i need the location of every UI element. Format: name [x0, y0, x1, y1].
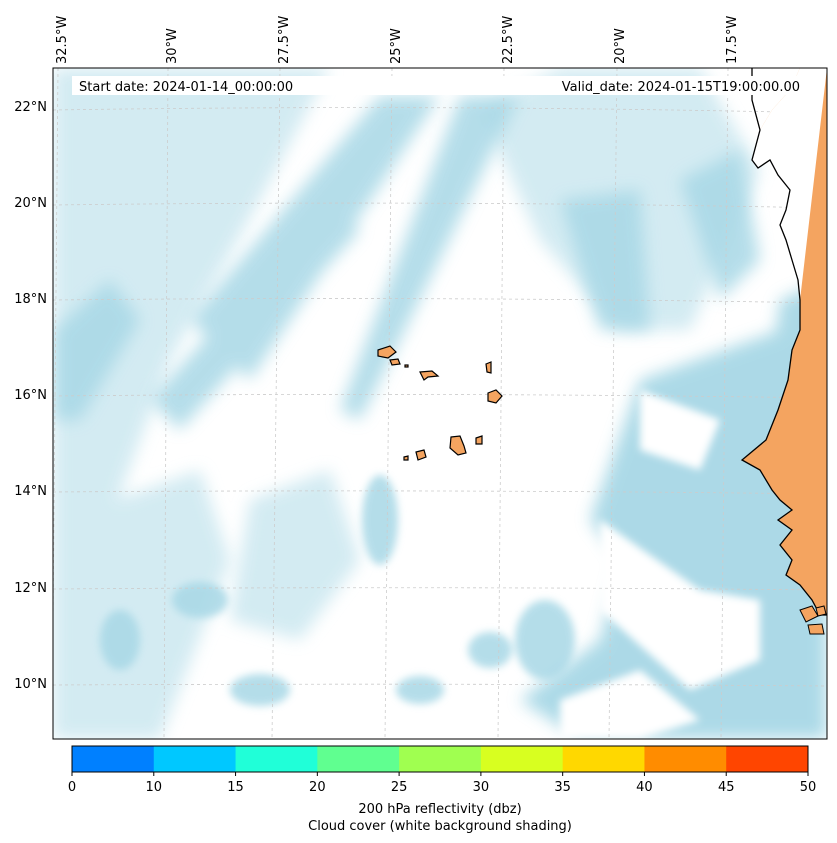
- date-banner: [72, 76, 808, 95]
- colorbar-tick-label: 25: [391, 780, 408, 795]
- colorbar-tick-label: 0: [68, 780, 76, 795]
- colorbar-segment: [644, 746, 727, 772]
- island: [389, 358, 401, 366]
- cape-verde-islands: [377, 345, 503, 461]
- lat-label: 18°N: [14, 292, 47, 307]
- island: [377, 345, 397, 359]
- island: [475, 435, 483, 445]
- island: [487, 389, 503, 404]
- colorbar-segment: [726, 746, 809, 772]
- colorbar-tick-label: 40: [636, 780, 653, 795]
- colorbar-tick-label: 30: [473, 780, 490, 795]
- lat-label: 10°N: [14, 677, 47, 692]
- lon-label: 17.5°W: [725, 16, 740, 64]
- lon-label: 32.5°W: [55, 16, 70, 64]
- colorbar-frame: [71, 745, 809, 773]
- colorbar-tick-label: 10: [146, 780, 163, 795]
- lat-label: 14°N: [14, 484, 47, 499]
- colorbar-tick-label: 50: [800, 780, 817, 795]
- lat-label: 20°N: [14, 196, 47, 211]
- colorbar-tick-label: 45: [718, 780, 735, 795]
- colorbar-label-line1: 200 hPa reflectivity (dbz): [358, 802, 521, 817]
- colorbar-segment: [399, 746, 482, 772]
- coastline: [740, 68, 827, 616]
- start-date-label: Start date: 2024-01-14_00:00:00: [79, 80, 293, 95]
- map-frame: [52, 67, 828, 740]
- lon-label: 30°W: [165, 28, 180, 64]
- colorbar-segment: [562, 746, 645, 772]
- valid-date-label: Valid_date: 2024-01-15T19:00:00.00: [562, 80, 800, 95]
- latitude-labels: 22°N 20°N 18°N 16°N 14°N 12°N 10°N: [14, 100, 47, 692]
- cloud-cover-shading: [53, 68, 827, 739]
- colorbar-segment: [480, 746, 564, 772]
- africa-landmass: [740, 68, 827, 635]
- lat-label: 12°N: [14, 581, 47, 596]
- lon-label: 25°W: [389, 28, 404, 64]
- lat-label: 22°N: [14, 100, 47, 115]
- island: [404, 364, 409, 368]
- lon-label: 22.5°W: [501, 16, 516, 64]
- colorbar-tick-label: 20: [309, 780, 326, 795]
- graticule: [53, 68, 827, 739]
- colorbar-tick-label: 35: [554, 780, 571, 795]
- colorbar-segment: [235, 746, 318, 772]
- island: [419, 370, 440, 381]
- longitude-labels: 32.5°W 30°W 27.5°W 25°W 22.5°W 20°W 17.5…: [55, 16, 740, 64]
- lat-label: 16°N: [14, 388, 47, 403]
- colorbar-label-line2: Cloud cover (white background shading): [308, 819, 572, 834]
- colorbar-tick-label: 15: [227, 780, 244, 795]
- colorbar-segment: [72, 746, 155, 772]
- colorbar: 0 10 15 20 25 30 35 40 45 50: [68, 745, 817, 795]
- lon-label: 27.5°W: [277, 16, 292, 64]
- lon-label: 20°W: [613, 28, 628, 64]
- island: [415, 449, 427, 461]
- colorbar-segment: [317, 746, 400, 772]
- island: [485, 361, 492, 374]
- island: [403, 455, 409, 461]
- island: [449, 435, 467, 456]
- colorbar-segment: [153, 746, 237, 772]
